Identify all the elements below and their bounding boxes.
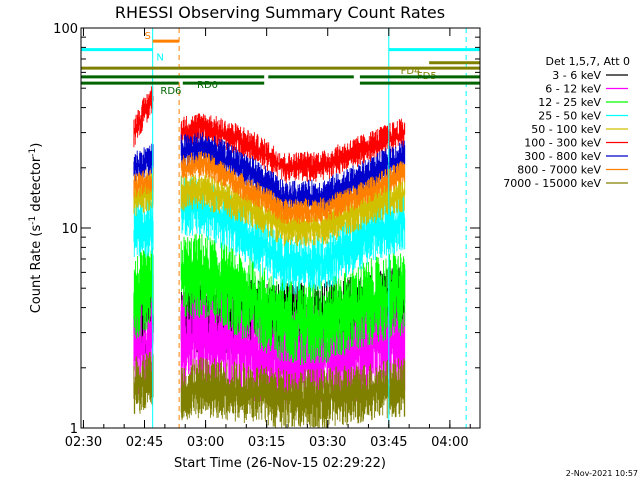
flag-s: S [145, 31, 180, 43]
legend-label: 7000 - 15000 keV [503, 177, 601, 190]
flag-fd5: FD5 [81, 66, 480, 82]
x-tick-label: 02:45 [126, 435, 163, 450]
legend-entry: 800 - 7000 keV [517, 164, 628, 177]
series-trace [133, 284, 406, 410]
x-tick-label: 02:30 [65, 435, 102, 450]
y-axis-label-tail: detector [29, 156, 44, 216]
y-axis-label-end: ) [29, 143, 44, 148]
y-axis-label-sup2: -1 [28, 148, 38, 157]
series-trace [133, 176, 406, 295]
legend-label: 12 - 25 keV [538, 96, 601, 109]
x-tick-label: 04:00 [431, 435, 468, 450]
series-trace [133, 86, 406, 184]
legend-label: 100 - 300 keV [524, 137, 601, 150]
y-axis: 1 10 100 [53, 22, 480, 437]
flag-label: S [145, 31, 151, 42]
y-tick-label: 100 [53, 22, 78, 37]
marker-layer [152, 28, 467, 428]
y-axis-label-main: Count Rate (s [29, 225, 44, 314]
legend-entry: 100 - 300 keV [524, 137, 628, 150]
flag-label: RD0 [197, 80, 218, 91]
y-axis-label-sup: -1 [28, 216, 38, 225]
flag-label: RD6 [160, 86, 181, 97]
flag-label: FD4 [401, 66, 421, 77]
x-tick-label: 03:00 [187, 435, 224, 450]
series-trace [133, 233, 406, 365]
series-12-25-kev [133, 233, 406, 365]
y-axis-label: Count Rate (s-1 detector-1) [28, 143, 44, 314]
x-axis-label: Start Time (26-Nov-15 02:29:22) [174, 456, 386, 471]
series-trace [133, 151, 406, 225]
x-tick-label: 03:30 [309, 435, 346, 450]
legend-label: 50 - 100 keV [531, 123, 601, 136]
series-800-7000-kev [133, 151, 406, 225]
x-tick-label: 03:45 [370, 435, 407, 450]
flag-fd4: FD4 [401, 61, 480, 77]
legend-label: 6 - 12 keV [545, 83, 601, 96]
series-100-300-kev [133, 86, 406, 184]
series-trace [133, 352, 406, 428]
flag-n: N [81, 48, 480, 64]
flag-rd6: RD6 [81, 81, 480, 97]
x-axis: 02:30 02:45 03:00 03:15 03:30 03:45 04:00 [65, 28, 471, 450]
flag-layer: SN FD4FD5RD0 RD6 [81, 31, 480, 97]
chart-title: RHESSI Observing Summary Count Rates [115, 3, 445, 22]
series-layer [133, 86, 406, 428]
legend-entry: 3 - 6 keV [552, 69, 628, 82]
legend-entry: 50 - 100 keV [531, 123, 628, 136]
flag-label: N [156, 53, 163, 64]
legend-entry: 7000 - 15000 keV [503, 177, 628, 190]
y-tick-label: 10 [61, 222, 78, 237]
series-6-12-kev [133, 284, 406, 410]
legend-entry: 300 - 800 keV [524, 150, 628, 163]
series-25-50-kev [133, 176, 406, 295]
y-tick-label: 1 [70, 422, 78, 437]
legend-entry: 6 - 12 keV [545, 83, 628, 96]
timestamp-stamp: 2-Nov-2021 10:57 [566, 469, 638, 478]
legend-label: 3 - 6 keV [552, 69, 601, 82]
legend-label: 300 - 800 keV [524, 150, 601, 163]
legend-header: Det 1,5,7, Att 0 [546, 55, 630, 68]
legend-label: 800 - 7000 keV [517, 164, 601, 177]
legend-entry: 25 - 50 keV [538, 110, 628, 123]
legend-label: 25 - 50 keV [538, 110, 601, 123]
x-tick-label: 03:15 [248, 435, 285, 450]
flag-rd0: RD0 [81, 75, 480, 91]
legend-entry: 12 - 25 keV [538, 96, 628, 109]
series-7000-15000-kev [133, 352, 406, 428]
